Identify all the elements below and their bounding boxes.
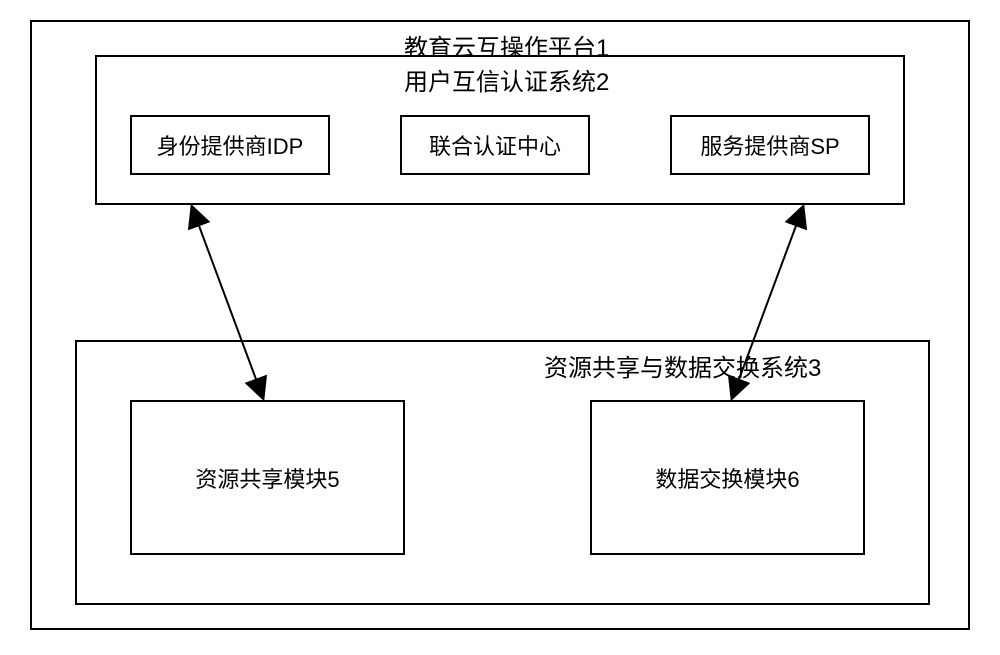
sp-label: 服务提供商SP (700, 129, 839, 161)
idp-label: 身份提供商IDP (157, 129, 304, 161)
sp-box: 服务提供商SP (670, 115, 870, 175)
resource-system-title: 资源共享与数据交换系统3 (540, 348, 825, 383)
idp-box: 身份提供商IDP (130, 115, 330, 175)
auth-system-title: 用户互信认证系统2 (400, 62, 613, 97)
resource-share-module-label: 资源共享模块5 (195, 462, 339, 494)
data-exchange-module-box: 数据交换模块6 (590, 400, 865, 555)
federation-auth-box: 联合认证中心 (400, 115, 590, 175)
data-exchange-module-label: 数据交换模块6 (655, 462, 799, 494)
federation-auth-label: 联合认证中心 (429, 129, 561, 161)
resource-share-module-box: 资源共享模块5 (130, 400, 405, 555)
